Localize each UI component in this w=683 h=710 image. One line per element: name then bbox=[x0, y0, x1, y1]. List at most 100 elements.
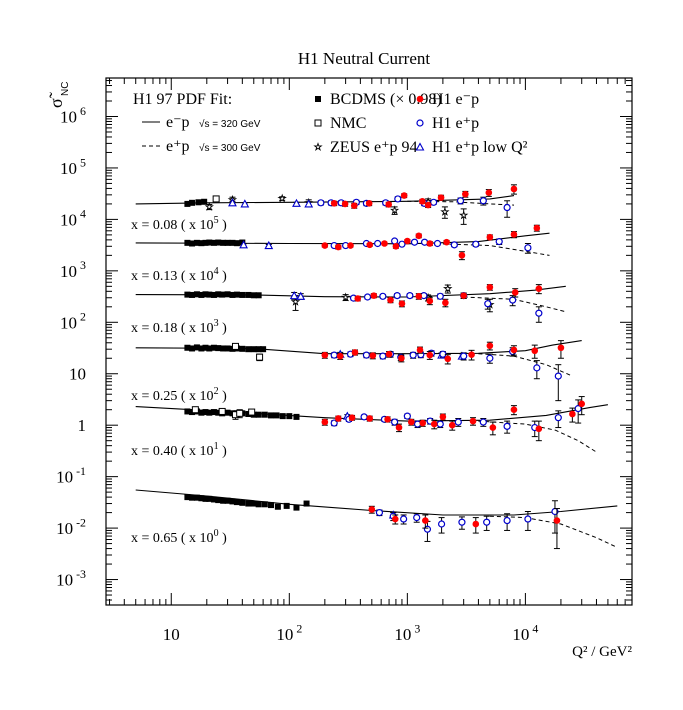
bin-label: x = 0.25 ( x 102 ) bbox=[131, 386, 227, 404]
marker-h1-em bbox=[321, 351, 329, 359]
marker-h1-em bbox=[439, 413, 447, 421]
legend-entry-nmc: NMC bbox=[314, 115, 366, 132]
marker-h1-em bbox=[535, 425, 543, 433]
marker-bcdms bbox=[224, 345, 231, 352]
fit-curves bbox=[135, 195, 618, 548]
marker-h1-ep bbox=[495, 238, 503, 246]
marker-h1-em bbox=[341, 200, 349, 208]
marker-bcdms bbox=[250, 292, 257, 299]
marker-h1-ep bbox=[535, 309, 543, 317]
marker-bcdms bbox=[220, 497, 227, 504]
marker-h1-em bbox=[426, 297, 434, 305]
bin-label-text: x = 0.08 ( x 105 ) bbox=[131, 215, 227, 233]
bin-label-text: x = 0.40 ( x 101 ) bbox=[131, 441, 227, 459]
marker-bcdms bbox=[239, 345, 246, 352]
y-tick-label: 10 4 bbox=[60, 207, 86, 230]
marker-h1-em bbox=[553, 517, 561, 524]
marker-h1-ep bbox=[436, 292, 444, 300]
x-axis-label: Q² / GeV² bbox=[572, 644, 632, 660]
marker-bcdms bbox=[274, 503, 281, 510]
marker-h1-em bbox=[426, 351, 434, 359]
x-tick-labels: 10 10 2 10 3 10 4 bbox=[163, 621, 539, 644]
marker-zeus bbox=[340, 292, 351, 302]
bin-label: x = 0.08 ( x 105 ) bbox=[131, 215, 227, 233]
marker-h1-em bbox=[424, 201, 432, 209]
marker-bcdms bbox=[202, 291, 209, 298]
marker-h1-em bbox=[416, 95, 424, 103]
marker-h1-ep bbox=[533, 364, 541, 372]
marker-bcdms bbox=[189, 291, 196, 298]
marker-h1-em bbox=[400, 192, 408, 199]
marker-h1-ep bbox=[430, 198, 438, 206]
plot-frame bbox=[105, 77, 633, 606]
marker-h1-em bbox=[442, 299, 449, 307]
marker-bcdms bbox=[210, 239, 217, 246]
legend-entry-h1em: H1 e⁻p bbox=[416, 91, 479, 108]
legend-entry-h1ep: H1 e⁺p bbox=[416, 115, 479, 132]
marker-h1-ep bbox=[409, 351, 417, 359]
marker-h1-em bbox=[510, 406, 518, 414]
bin-label-text: x = 0.13 ( x 104 ) bbox=[131, 266, 227, 284]
marker-bcdms bbox=[198, 495, 205, 502]
marker-bcdms bbox=[210, 496, 217, 503]
marker-bcdms bbox=[193, 291, 200, 298]
marker-bcdms bbox=[201, 198, 208, 205]
marker-h1-em bbox=[419, 419, 427, 427]
marker-h1-em bbox=[385, 201, 392, 208]
marker-h1-em bbox=[334, 243, 342, 251]
x-axis-label-text: Q² / GeV² bbox=[572, 644, 632, 660]
marker-bcdms bbox=[189, 494, 196, 501]
marker-h1-low bbox=[304, 199, 314, 208]
marker-bcdms bbox=[239, 239, 246, 246]
marker-h1-em bbox=[426, 240, 434, 247]
y-tick-label-text: 10 -3 bbox=[56, 567, 86, 590]
marker-bcdms bbox=[255, 346, 262, 353]
marker-h1-em bbox=[458, 252, 466, 259]
marker-h1-em bbox=[321, 242, 329, 249]
y-tick-label: 10 3 bbox=[60, 258, 86, 281]
y-tick-label: 10 6 bbox=[60, 104, 86, 127]
marker-bcdms bbox=[279, 413, 286, 420]
marker-h1-ep bbox=[483, 518, 491, 526]
y-tick-label-text: 10 3 bbox=[60, 258, 86, 281]
marker-h1-em bbox=[419, 197, 426, 205]
fit-curve-ep bbox=[442, 243, 550, 256]
marker-h1-em bbox=[366, 241, 374, 249]
marker-h1-ep bbox=[400, 515, 408, 523]
marker-h1-em bbox=[369, 352, 377, 359]
marker-h1-em bbox=[387, 296, 394, 304]
marker-zeus bbox=[313, 142, 323, 151]
marker-bcdms bbox=[198, 240, 205, 247]
marker-h1-ep bbox=[374, 239, 382, 248]
marker-h1-em bbox=[368, 506, 376, 513]
marker-h1-ep bbox=[454, 418, 462, 426]
marker-h1-ep bbox=[379, 352, 387, 360]
legend-fit-label: e⁺p bbox=[166, 138, 190, 155]
marker-h1-em bbox=[415, 232, 423, 240]
marker-h1-low bbox=[228, 198, 237, 207]
y-tick-label-text: 10 bbox=[69, 365, 86, 384]
legend-label: ZEUS e⁺p 94 bbox=[330, 139, 418, 156]
marker-h1-em bbox=[370, 292, 378, 299]
marker-bcdms bbox=[229, 291, 236, 298]
x-tick-label-text: 10 3 bbox=[394, 621, 420, 644]
marker-h1-em bbox=[392, 242, 400, 250]
marker-h1-em bbox=[535, 285, 543, 292]
marker-bcdms bbox=[273, 412, 280, 419]
marker-bcdms bbox=[189, 199, 196, 206]
marker-h1-em bbox=[486, 342, 494, 350]
marker-nmc bbox=[236, 409, 244, 417]
marker-bcdms bbox=[255, 411, 262, 418]
marker-bcdms bbox=[261, 501, 268, 508]
marker-h1-em bbox=[334, 415, 342, 422]
marker-h1-low bbox=[289, 290, 299, 300]
y-tick-label: 10 bbox=[69, 365, 86, 384]
marker-h1-ep bbox=[458, 518, 466, 526]
legend-label: H1 e⁺p bbox=[432, 115, 479, 132]
marker-h1-em bbox=[444, 355, 452, 363]
marker-bcdms bbox=[193, 344, 200, 351]
marker-bcdms bbox=[239, 499, 246, 506]
legend-fit-energy: √s = 320 GeV bbox=[199, 118, 261, 130]
